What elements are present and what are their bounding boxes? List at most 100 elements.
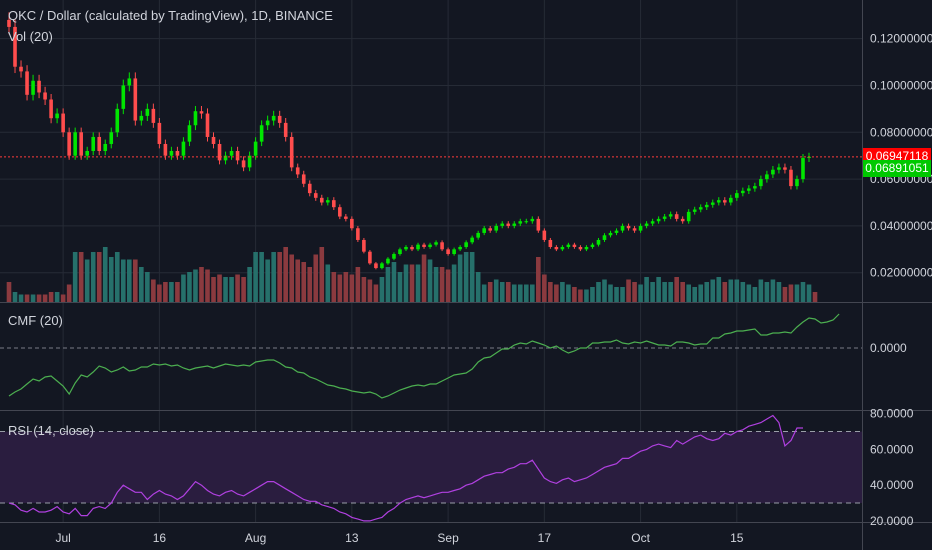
candle <box>49 93 53 124</box>
volume-bar <box>289 254 295 302</box>
candle <box>704 201 709 210</box>
candle-body <box>716 200 721 203</box>
candle-body <box>428 244 432 247</box>
candle-body <box>325 200 330 203</box>
candle <box>801 153 805 183</box>
candle <box>193 105 198 131</box>
volume-bar <box>229 277 234 302</box>
price-tick-label: 0.04000000 <box>870 219 932 233</box>
candle-body <box>319 197 324 203</box>
candle <box>692 206 697 215</box>
candle-body <box>356 228 360 240</box>
candle-body <box>103 143 108 151</box>
candle <box>488 225 493 233</box>
volume-bar <box>728 279 734 302</box>
candle <box>398 247 402 256</box>
candle-body <box>512 223 517 226</box>
price-tick-label: 0.12000000 <box>870 32 932 46</box>
volume-bar <box>247 267 252 302</box>
candle <box>434 240 438 247</box>
candle-body <box>795 179 799 187</box>
candle-body <box>482 228 486 233</box>
volume-bar <box>223 277 228 302</box>
candle-body <box>500 223 505 226</box>
candle-body <box>43 92 47 100</box>
volume-bar <box>6 282 12 302</box>
candle-body <box>217 143 222 161</box>
volume-bar <box>301 262 307 302</box>
volume-bar <box>361 277 367 302</box>
candle <box>133 72 138 126</box>
volume-bar <box>764 282 770 302</box>
candle <box>283 117 288 142</box>
volume-bar <box>457 254 463 302</box>
candle-body <box>572 244 577 247</box>
candle-body <box>626 225 631 229</box>
x-tick-label: Aug <box>245 531 266 545</box>
candle-body <box>686 211 691 222</box>
candle <box>368 249 372 265</box>
volume-bar <box>241 277 246 302</box>
candle <box>741 187 745 197</box>
candle <box>680 216 685 224</box>
volume-bar <box>337 274 343 302</box>
candle <box>289 132 294 172</box>
candle-body <box>205 113 210 137</box>
candle <box>512 221 517 229</box>
candle <box>247 151 252 172</box>
candle-body <box>434 242 438 245</box>
candle-body <box>332 200 336 208</box>
candle-body <box>13 26 17 67</box>
candle <box>344 213 348 222</box>
candle <box>235 146 240 165</box>
volume-bar <box>505 282 511 302</box>
candle <box>428 242 432 249</box>
candle <box>789 165 793 190</box>
volume-bar <box>632 282 637 302</box>
candle-body <box>127 78 132 86</box>
candle-body <box>632 228 637 231</box>
volume-bar <box>487 282 493 302</box>
volume-bar <box>668 282 673 302</box>
candle <box>121 79 126 115</box>
volume-bar <box>259 252 264 302</box>
candle <box>729 194 733 206</box>
candle <box>386 257 390 265</box>
candle-body <box>578 246 583 250</box>
candle <box>265 115 270 131</box>
volume-bar <box>812 292 818 302</box>
chart-title: QKC / Dollar (calculated by TradingView)… <box>8 8 333 23</box>
rsi-tick-label: 60.0000 <box>870 442 914 456</box>
candle-body <box>656 218 661 222</box>
candle-body <box>115 108 120 133</box>
candle-body <box>109 132 114 144</box>
candle-body <box>410 246 414 250</box>
candle <box>590 242 595 249</box>
cmf-label: CMF (20) <box>8 313 63 328</box>
volume-bar <box>385 267 391 302</box>
candle-body <box>374 263 378 269</box>
volume-bar <box>319 247 325 302</box>
candle-body <box>747 188 751 191</box>
x-tick-label: 16 <box>153 531 167 545</box>
candle-body <box>518 221 523 224</box>
candle-body <box>524 221 529 223</box>
candle <box>536 216 541 233</box>
volume-bar <box>349 274 355 302</box>
volume-bar <box>752 287 758 302</box>
candle <box>145 103 150 121</box>
volume-bar <box>169 282 174 302</box>
candle <box>350 216 354 231</box>
candle <box>518 218 523 226</box>
rsi-band-fill <box>0 431 862 504</box>
candle <box>25 65 29 101</box>
candle <box>494 223 499 233</box>
volume-bar <box>692 287 698 302</box>
x-tick-label: Jul <box>55 531 70 545</box>
candle-body <box>73 132 77 156</box>
volume-bar <box>18 294 24 302</box>
x-tick-label: Sep <box>437 531 459 545</box>
candle <box>422 242 426 249</box>
candle-body <box>7 19 11 27</box>
